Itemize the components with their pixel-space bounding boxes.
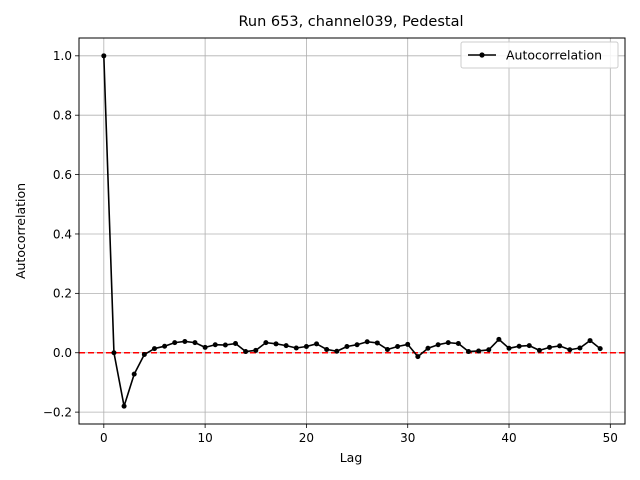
y-tick-label: 0.2: [53, 287, 72, 301]
data-point: [273, 341, 279, 347]
data-point: [162, 343, 168, 349]
data-point: [425, 345, 431, 351]
y-tick-label: 1.0: [53, 49, 72, 63]
legend-marker-swatch: [479, 52, 485, 58]
data-point: [253, 347, 259, 353]
x-tick-label: 50: [603, 431, 618, 445]
y-axis-label: Autocorrelation: [13, 183, 28, 279]
legend-box: [460, 41, 619, 69]
data-point: [567, 347, 573, 353]
data-point: [131, 371, 137, 377]
data-point: [465, 349, 471, 355]
data-point: [283, 343, 289, 349]
data-point: [172, 340, 178, 346]
y-tick-label: 0.6: [53, 168, 72, 182]
data-point: [314, 341, 320, 347]
data-point: [121, 403, 127, 409]
x-tick-label: 10: [197, 431, 212, 445]
data-point: [395, 344, 401, 350]
y-tick-label: −0.2: [43, 405, 72, 419]
data-point: [263, 340, 269, 346]
data-point: [354, 342, 360, 348]
data-point: [151, 346, 157, 352]
chart-title: Run 653, channel039, Pedestal: [238, 14, 463, 30]
y-tick-label: 0.8: [53, 109, 72, 123]
data-point: [496, 336, 502, 342]
x-axis-label: Lag: [340, 450, 363, 465]
x-tick-label: 20: [299, 431, 314, 445]
y-tick-label: 0.4: [53, 227, 72, 241]
x-tick-label: 40: [501, 431, 516, 445]
data-point: [212, 342, 218, 348]
data-point: [111, 350, 117, 356]
data-point: [506, 345, 512, 351]
plot-frame: [78, 37, 626, 425]
data-point: [101, 53, 107, 59]
data-point: [384, 346, 390, 352]
data-point: [587, 338, 593, 344]
data-point: [547, 344, 553, 350]
legend-label: Autocorrelation: [506, 48, 602, 63]
data-point: [243, 349, 249, 355]
data-point: [293, 345, 299, 351]
data-point: [577, 345, 583, 351]
data-point: [415, 354, 421, 360]
data-point: [486, 347, 492, 353]
data-point: [233, 341, 239, 347]
x-tick-label: 0: [100, 431, 108, 445]
data-point: [141, 352, 147, 358]
legend: Autocorrelation: [460, 41, 619, 69]
y-axis-ticks: −0.2 0.0 0.2 0.4 0.6 0.8 1.0: [43, 49, 79, 419]
data-point: [445, 340, 451, 346]
series-layer: [101, 53, 603, 409]
data-point: [526, 343, 532, 349]
data-point: [405, 341, 411, 347]
data-point: [557, 343, 563, 349]
data-point: [374, 340, 380, 346]
data-point: [192, 340, 198, 346]
data-point: [324, 346, 330, 352]
data-point: [597, 346, 603, 352]
data-point: [364, 339, 370, 345]
data-point: [344, 344, 350, 350]
y-tick-label: 0.0: [53, 346, 72, 360]
data-point: [202, 344, 208, 350]
x-tick-label: 30: [400, 431, 415, 445]
data-point: [334, 348, 340, 354]
data-point: [516, 343, 522, 349]
data-point: [536, 347, 542, 353]
data-point: [435, 342, 441, 348]
data-point: [476, 348, 482, 354]
data-point: [182, 338, 188, 344]
data-point: [455, 341, 461, 347]
data-point: [222, 342, 228, 348]
x-axis-ticks: 0 10 20 30 40 50: [100, 424, 618, 445]
data-point: [303, 344, 309, 350]
